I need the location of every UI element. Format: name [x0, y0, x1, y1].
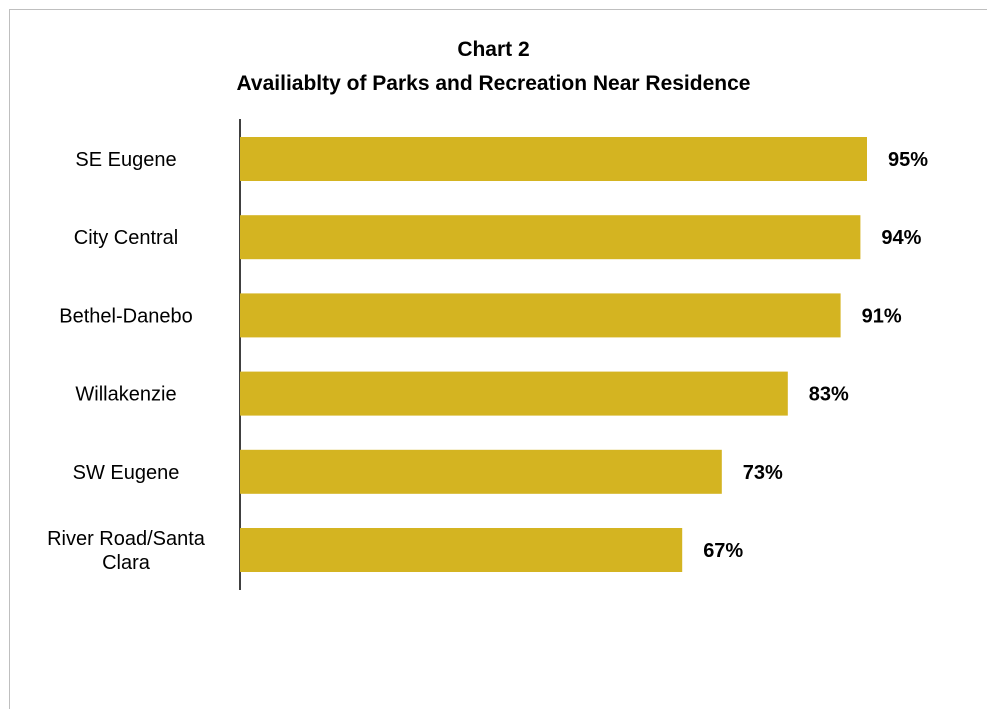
chart-frame [9, 9, 987, 709]
value-label: 73% [743, 462, 783, 484]
category-labels: SE Eugene City Central Bethel-Danebo Willak… [47, 149, 206, 574]
value-label: 95% [888, 149, 928, 171]
value-label: 67% [703, 540, 743, 562]
value-label: 83% [809, 384, 849, 406]
value-label: 91% [862, 305, 902, 327]
bar [240, 449, 722, 494]
bar [240, 528, 683, 572]
bar [240, 371, 788, 416]
chart-subtitle: Availiablty of Parks and Recreation Near… [236, 72, 751, 95]
category-label: Bethel-Danebo [59, 305, 192, 327]
category-label: River Road/Santa Clara [47, 528, 206, 574]
bars-layer [240, 137, 867, 572]
bar [240, 137, 867, 181]
category-label: SW Eugene [73, 462, 180, 484]
category-label: Willakenzie [75, 384, 176, 406]
category-label: SE Eugene [75, 149, 176, 171]
bar [240, 215, 861, 260]
bar-chart-plot: SE Eugene City Central Bethel-Danebo Willak… [47, 119, 928, 590]
value-labels: 95% 94% 91% 83% 73% 67% [703, 149, 928, 562]
bar [240, 293, 841, 338]
category-label: City Central [74, 227, 178, 249]
value-label: 94% [881, 227, 921, 249]
chart-title: Chart 2 [457, 38, 530, 61]
